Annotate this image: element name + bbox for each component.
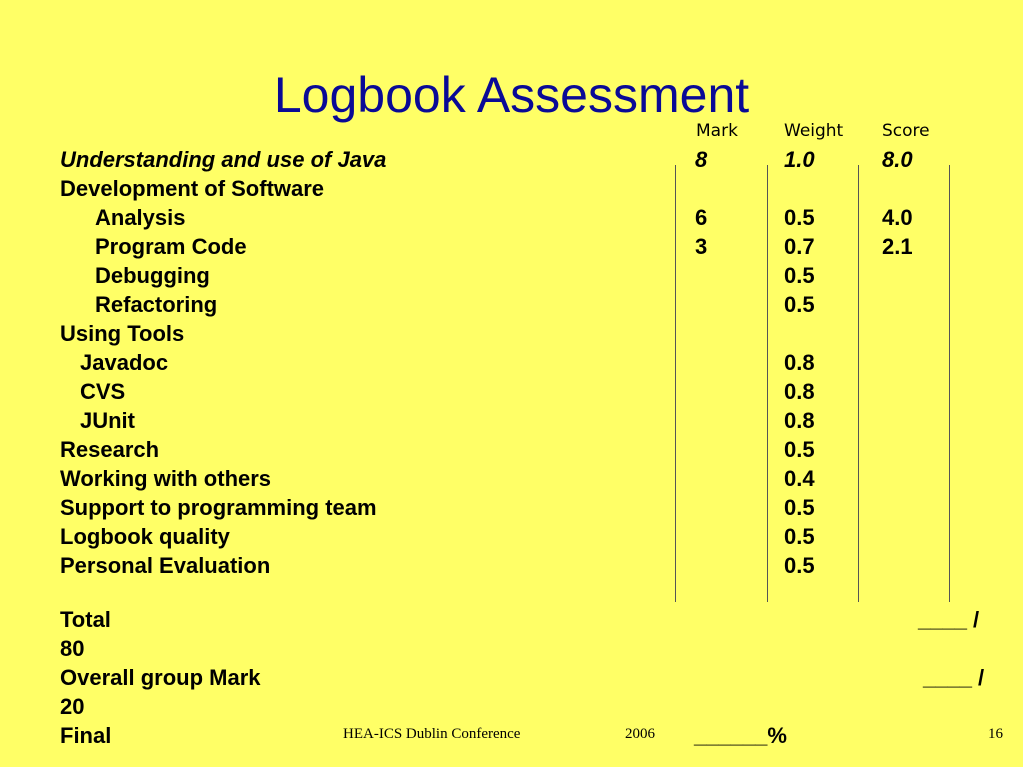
row-label: CVS bbox=[80, 379, 126, 404]
row-weight: 0.5 bbox=[784, 495, 815, 520]
score-column-header: Score bbox=[882, 121, 930, 141]
row-label: Using Tools bbox=[60, 321, 185, 346]
table-row: Using Tools bbox=[0, 319, 1023, 348]
footer-conference: HEA-ICS Dublin Conference bbox=[343, 726, 521, 742]
column-divider bbox=[858, 165, 859, 602]
row-label: Development of Software bbox=[60, 176, 325, 201]
row-weight: 0.5 bbox=[784, 205, 815, 230]
row-mark: 8 bbox=[695, 147, 708, 172]
table-row: Working with others 0.4 bbox=[0, 464, 1023, 493]
row-weight: 1.0 bbox=[784, 147, 815, 172]
row-label: Program Code bbox=[95, 234, 247, 259]
row-label: Personal Evaluation bbox=[60, 553, 271, 578]
row-label: Logbook quality bbox=[60, 524, 230, 549]
column-divider bbox=[949, 165, 950, 602]
table-row: Development of Software bbox=[0, 174, 1023, 203]
footer-year: 2006 bbox=[625, 726, 655, 742]
table-row: JUnit 0.8 bbox=[0, 406, 1023, 435]
row-label: Javadoc bbox=[80, 350, 169, 375]
row-weight: 0.8 bbox=[784, 379, 815, 404]
row-weight: 0.8 bbox=[784, 408, 815, 433]
table-row: Logbook quality 0.5 bbox=[0, 522, 1023, 551]
slide-number: 16 bbox=[988, 726, 1003, 742]
table-row: Personal Evaluation 0.5 bbox=[0, 551, 1023, 580]
table-row: Javadoc 0.8 bbox=[0, 348, 1023, 377]
weight-column-header: Weight bbox=[784, 121, 844, 141]
row-score: 2.1 bbox=[882, 234, 913, 259]
table-row: CVS 0.8 bbox=[0, 377, 1023, 406]
row-weight: 0.4 bbox=[784, 466, 815, 491]
final-label: Final bbox=[60, 723, 112, 748]
row-label: Analysis bbox=[95, 205, 186, 230]
table-row: Debugging 0.5 bbox=[0, 261, 1023, 290]
overall-group-mark-blank: ____ / bbox=[923, 665, 985, 690]
column-divider bbox=[767, 165, 768, 602]
row-label: Support to programming team bbox=[60, 495, 377, 520]
table-row: Research 0.5 bbox=[0, 435, 1023, 464]
row-label: Debugging bbox=[95, 263, 210, 288]
row-weight: 0.5 bbox=[784, 437, 815, 462]
overall-group-mark-out-of: 20 bbox=[60, 694, 85, 719]
row-weight: 0.5 bbox=[784, 263, 815, 288]
table-row: Support to programming team 0.5 bbox=[0, 493, 1023, 522]
total-blank: ____ / bbox=[918, 607, 980, 632]
slide-title: Logbook Assessment bbox=[273, 67, 750, 123]
table-row: Understanding and use of Java 8 1.0 8.0 bbox=[0, 145, 1023, 174]
row-label: Working with others bbox=[60, 466, 272, 491]
row-label: Understanding and use of Java bbox=[60, 147, 387, 172]
table-row: Refactoring 0.5 bbox=[0, 290, 1023, 319]
column-divider bbox=[675, 165, 676, 602]
row-score: 4.0 bbox=[882, 205, 913, 230]
overall-group-mark-label: Overall group Mark bbox=[60, 665, 261, 690]
row-label: JUnit bbox=[80, 408, 135, 433]
mark-column-header: Mark bbox=[696, 121, 738, 141]
row-weight: 0.5 bbox=[784, 292, 815, 317]
row-weight: 0.7 bbox=[784, 234, 815, 259]
row-label: Research bbox=[60, 437, 160, 462]
row-score: 8.0 bbox=[882, 147, 913, 172]
row-weight: 0.5 bbox=[784, 524, 815, 549]
table-row: Analysis 6 0.5 4.0 bbox=[0, 203, 1023, 232]
total-out-of: 80 bbox=[60, 636, 85, 661]
table-row: Program Code 3 0.7 2.1 bbox=[0, 232, 1023, 261]
row-mark: 3 bbox=[695, 234, 708, 259]
row-weight: 0.5 bbox=[784, 553, 815, 578]
final-blank: ______% bbox=[694, 723, 787, 748]
row-mark: 6 bbox=[695, 205, 708, 230]
row-label: Refactoring bbox=[95, 292, 218, 317]
row-weight: 0.8 bbox=[784, 350, 815, 375]
total-label: Total bbox=[60, 607, 111, 632]
